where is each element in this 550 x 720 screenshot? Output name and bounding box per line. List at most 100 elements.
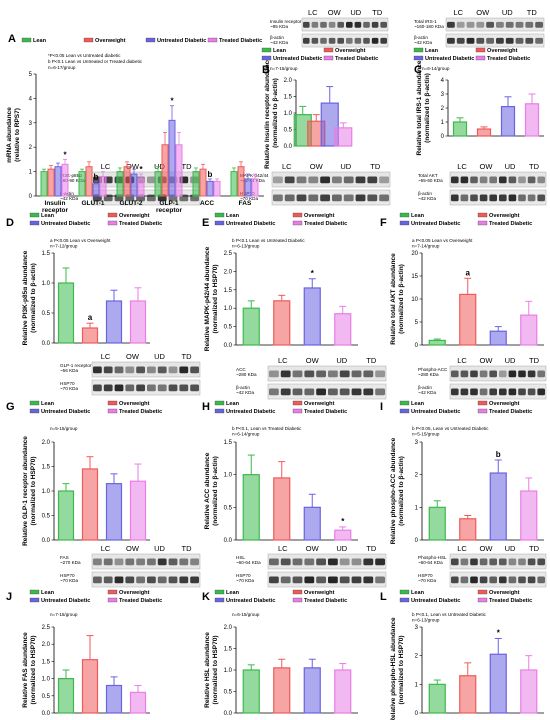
blot-band xyxy=(456,37,465,44)
y-tick-label: 15 xyxy=(411,274,418,280)
blot-band xyxy=(479,176,488,184)
lane-label: LC xyxy=(278,544,288,553)
legend-swatch xyxy=(214,408,225,414)
bar-C-3 xyxy=(524,103,540,137)
blot-protein-label: Phospho-HSL xyxy=(418,555,447,560)
bar-A-4-1 xyxy=(199,168,207,197)
y-axis-label-line: (normalized to β-actin) xyxy=(398,264,405,334)
blot-band xyxy=(346,21,353,28)
stat-note: n=7-14/group xyxy=(412,244,440,249)
blot-band xyxy=(269,370,279,378)
bar-A-4-3 xyxy=(213,180,221,197)
legend-J: Lean Overweight Untreated Diabetic Treated … xyxy=(29,589,162,604)
lane-label: OW xyxy=(476,8,490,17)
y-tick-label: 0.0 xyxy=(42,341,51,347)
blot-band xyxy=(157,576,167,584)
bar-F-0 xyxy=(428,339,446,346)
legend-label: Overweight xyxy=(119,590,150,596)
blot-band xyxy=(535,37,543,44)
blot-protein-label: ACC xyxy=(236,367,246,372)
legend-label: Lean xyxy=(41,590,55,596)
legend-swatch xyxy=(107,589,118,595)
lane-label: OW xyxy=(126,544,140,553)
blot-band xyxy=(114,366,124,374)
blot-band xyxy=(332,194,342,202)
blot-band xyxy=(375,576,385,584)
blot-band xyxy=(499,370,507,378)
bar-I-3 xyxy=(520,490,538,541)
blot-protein-label: ~160-180 KDa xyxy=(414,24,444,29)
stat-note: a P<0.05 Lean vs Overweight xyxy=(50,238,111,243)
y-tick-label: 1.5 xyxy=(42,465,51,471)
legend-label: Untreated Diabetic xyxy=(273,56,322,62)
blot-band xyxy=(179,366,189,374)
legend-F: Lean Overweight Untreated Diabetic Treated … xyxy=(399,212,532,227)
legend-swatch xyxy=(29,408,40,414)
lane-label: UD xyxy=(336,544,347,553)
blot-band xyxy=(499,558,507,566)
bar-G-3 xyxy=(129,480,147,541)
blot-fas: LC OW UD TD FAS~270 KDa HSP70~70 KDa xyxy=(60,544,201,588)
legend-label: Untreated Diabetic xyxy=(226,598,275,604)
blot-band xyxy=(537,176,545,184)
blot-band xyxy=(320,37,327,44)
legend-swatch xyxy=(29,589,40,595)
y-axis-label-line: (normalized to HSP70) xyxy=(30,636,37,705)
legend-swatch xyxy=(107,220,118,226)
y-tick-label: 1 xyxy=(415,682,419,688)
blot-protein-label: ~56 KDa xyxy=(60,368,78,373)
blot-band xyxy=(460,176,469,184)
blot-band xyxy=(486,21,494,28)
legend-swatch xyxy=(399,212,410,218)
y-tick-label: 5 xyxy=(29,72,33,78)
y-tick-label: 2.5 xyxy=(42,625,51,631)
blot-band xyxy=(304,370,315,378)
y-axis-label: Relative phospho-ACC abundance (normalize… xyxy=(390,437,405,544)
legend-swatch xyxy=(83,37,94,43)
legend-swatch xyxy=(261,55,272,61)
blot-protein-label: HSL xyxy=(236,555,245,560)
blot-band xyxy=(489,194,497,202)
legend-swatch xyxy=(413,55,424,61)
blot-band xyxy=(379,194,389,202)
significance-mark: * xyxy=(139,165,143,174)
blot-band xyxy=(343,194,354,202)
legend-label: Treated Diabetic xyxy=(335,56,378,62)
y-tick-label: 20 xyxy=(411,251,418,257)
y-axis-label: Relative HSL abundance (normalized to HSP… xyxy=(204,632,219,708)
blot-protein-label: FAS xyxy=(60,555,69,560)
lane-label: LC xyxy=(457,356,467,365)
y-axis-label-line: (relative to RPS7) xyxy=(14,108,21,162)
legend-label: Lean xyxy=(33,38,47,44)
blot-band xyxy=(93,558,102,566)
y-tick-label: 1.0 xyxy=(224,473,233,479)
bar-J-1 xyxy=(81,659,99,714)
lane-label: UD xyxy=(340,162,351,171)
y-tick-label: 4 xyxy=(441,78,445,84)
blot-protein-label: β-actin xyxy=(418,191,432,196)
x-tick-label: GLUT-1 xyxy=(81,200,104,207)
bar-E-3 xyxy=(334,313,352,346)
bar-A-2-0 xyxy=(116,171,124,197)
blot-band xyxy=(190,576,199,584)
chart-L: 0 1 2 3 Relative phospho-HSL abundance (norma… xyxy=(390,617,544,720)
y-tick-label: 1.0 xyxy=(42,677,51,683)
blot-band xyxy=(518,370,526,378)
blot-band xyxy=(496,37,504,44)
blot-band xyxy=(479,370,488,378)
blot-band xyxy=(147,576,156,584)
blot-band xyxy=(508,576,517,584)
lane-label: OW xyxy=(480,162,494,171)
significance-mark: a xyxy=(466,268,471,277)
bar-E-2 xyxy=(303,287,321,346)
bar-K-2 xyxy=(303,667,321,714)
bar-F-3 xyxy=(520,314,538,346)
blot-band xyxy=(363,21,370,28)
bar-H-0 xyxy=(242,474,260,541)
blot-band xyxy=(527,176,536,184)
legend-I: Lean Overweight Untreated Diabetic Treated … xyxy=(399,400,532,415)
y-axis-label-line: Relative phospho-ACC abundance xyxy=(390,437,397,544)
y-tick-label: 0.5 xyxy=(224,325,233,331)
blot-band xyxy=(292,576,303,584)
stat-note: n=6-13/group xyxy=(412,618,440,623)
